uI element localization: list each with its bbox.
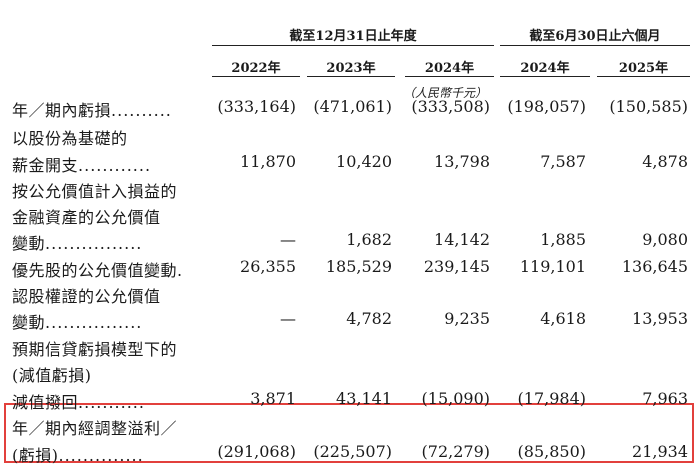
row-value: (291,068) <box>217 442 296 461</box>
row-label-text: 按公允價值計入損益的 <box>12 182 178 201</box>
row-value: (333,508) <box>411 97 490 116</box>
row-value: 4,618 <box>540 309 586 328</box>
row-value: 1,682 <box>346 230 392 249</box>
row-value: (333,164) <box>217 97 296 116</box>
year-rule-2025-interim <box>597 76 690 77</box>
row-label-text: 預期信貸虧損模型下的 <box>12 340 178 359</box>
year-rule-2024-interim <box>500 76 590 77</box>
row-value: 1,885 <box>540 230 586 249</box>
row-value: (225,507) <box>313 442 392 461</box>
year-rule-2022 <box>212 76 300 77</box>
row-value: 4,878 <box>642 152 688 171</box>
year-header-2024: 2024年 <box>424 61 475 76</box>
row-value: 14,142 <box>434 230 490 249</box>
group-rule-annual <box>212 45 494 46</box>
row-value: (15,090) <box>421 389 490 408</box>
year-header-2024-interim: 2024年 <box>520 61 570 76</box>
group-rule-interim <box>500 45 690 46</box>
row-value: 9,235 <box>444 309 490 328</box>
row-value: (150,585) <box>609 97 688 116</box>
row-label: 變動................ <box>12 230 142 254</box>
row-leader-dots: .......... <box>111 101 172 120</box>
row-value: 10,420 <box>336 152 392 171</box>
row-label: 預期信貸虧損模型下的 <box>12 336 177 360</box>
group-header-annual: 截至12月31日止年度 <box>289 29 417 44</box>
row-label-text: 以股份為基礎的 <box>12 129 128 148</box>
row-leader-dots: ................ <box>45 234 143 253</box>
row-label: 按公允價值計入損益的 <box>12 178 177 202</box>
row-label-text: 金融資產的公允價值 <box>12 208 161 227</box>
row-label: (減值虧損) <box>12 362 92 386</box>
row-value: 11,870 <box>240 152 296 171</box>
row-value: 3,871 <box>250 389 296 408</box>
year-header-2025-interim: 2025年 <box>618 61 669 76</box>
row-label-text: (減值虧損) <box>12 366 92 385</box>
row-label-text: (虧損) <box>12 446 59 465</box>
row-label-text: 薪金開支 <box>12 156 79 175</box>
row-label-text: 年／期內經調整溢利／ <box>12 419 178 438</box>
row-label: 減值撥回........... <box>12 389 145 413</box>
row-label-text: 優先股的公允價值變動 <box>12 261 178 280</box>
group-header-interim: 截至6月30日止六個月 <box>529 29 661 44</box>
row-leader-dots: . <box>177 261 184 280</box>
row-label: 年／期內虧損.......... <box>12 97 172 121</box>
row-label: (虧損).............. <box>12 442 144 466</box>
row-value: (72,279) <box>421 442 490 461</box>
row-label: 優先股的公允價值變動. <box>12 257 183 281</box>
row-label: 認股權證的公允價值 <box>12 283 161 307</box>
row-label-text: 年／期內虧損 <box>12 101 112 120</box>
row-label-text: 減值撥回 <box>12 393 79 412</box>
row-leader-dots: ................ <box>45 313 143 332</box>
row-label: 年／期內經調整溢利／ <box>12 415 177 439</box>
year-header-2023: 2023年 <box>326 61 376 76</box>
row-value: 13,798 <box>434 152 490 171</box>
row-value: 4,782 <box>346 309 392 328</box>
row-value: (85,850) <box>517 442 586 461</box>
row-value: (17,984) <box>517 389 586 408</box>
row-value: 13,953 <box>632 309 688 328</box>
row-value: 21,934 <box>632 442 688 461</box>
row-value: 26,355 <box>240 257 296 276</box>
row-label: 金融資產的公允價值 <box>12 204 161 228</box>
row-label: 變動................ <box>12 309 142 333</box>
row-value: 119,101 <box>519 257 586 276</box>
row-value: 9,080 <box>642 230 688 249</box>
row-value: 136,645 <box>621 257 688 276</box>
row-value: 7,587 <box>540 152 586 171</box>
row-value: 185,529 <box>325 257 392 276</box>
row-leader-dots: ........... <box>78 393 145 412</box>
row-value: 239,145 <box>423 257 490 276</box>
row-leader-dots: ............ <box>78 156 152 175</box>
row-label: 薪金開支............ <box>12 152 151 176</box>
row-label-text: 認股權證的公允價值 <box>12 287 161 306</box>
row-label-text: 變動 <box>12 313 46 332</box>
row-leader-dots: .............. <box>58 446 144 465</box>
row-value: — <box>280 230 296 249</box>
row-value: 7,963 <box>642 389 688 408</box>
row-value: (198,057) <box>507 97 586 116</box>
row-value: — <box>280 309 296 328</box>
row-label-text: 變動 <box>12 234 46 253</box>
row-label: 以股份為基礎的 <box>12 125 128 149</box>
row-value: 43,141 <box>336 389 392 408</box>
row-value: (471,061) <box>313 97 392 116</box>
unit-label: （人民幣千元） <box>402 86 487 100</box>
year-rule-2023 <box>307 76 395 77</box>
year-header-2022: 2022年 <box>231 61 281 76</box>
year-rule-2024 <box>405 76 494 77</box>
highlight-box <box>4 403 694 463</box>
